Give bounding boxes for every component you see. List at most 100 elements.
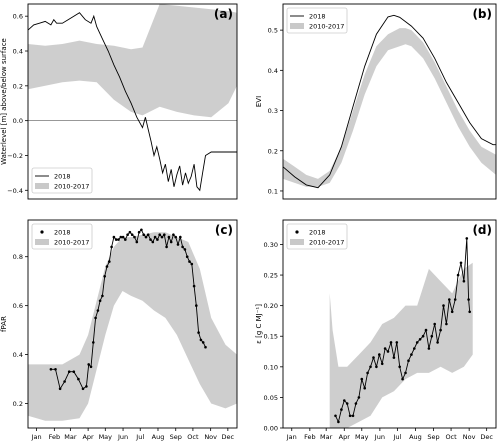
- data-point-2018: [401, 377, 404, 381]
- data-point-2018: [190, 262, 194, 266]
- data-point-2018: [87, 363, 90, 366]
- x-tick-label: Jan: [286, 433, 297, 441]
- panel-label: (b): [472, 7, 492, 21]
- y-tick-label: 0.2: [13, 82, 23, 90]
- data-point-2018: [354, 402, 358, 405]
- x-tick-label: Feb: [304, 433, 316, 441]
- data-point-2018: [77, 377, 80, 381]
- data-point-2018: [334, 414, 337, 418]
- y-axis-label: fPAR: [0, 316, 8, 332]
- data-point-2018: [126, 233, 129, 236]
- data-point-2018: [383, 347, 387, 350]
- data-point-2018: [63, 380, 66, 383]
- legend: 2018 2010-2017: [286, 223, 348, 250]
- legend-label-2010-2017: 2010-2017: [309, 239, 344, 247]
- data-point-2018: [462, 279, 466, 283]
- data-point-2018: [140, 228, 143, 232]
- x-tick-label: Dec: [222, 433, 235, 441]
- data-point-2018: [108, 260, 111, 263]
- data-point-2018: [199, 338, 203, 342]
- band-2010-2017: [28, 232, 237, 421]
- data-point-2018: [89, 365, 93, 369]
- data-point-2018: [179, 235, 182, 239]
- data-point-2018: [81, 387, 85, 391]
- x-tick-label: Jun: [374, 433, 385, 441]
- data-point-2018: [418, 338, 422, 341]
- x-tick-label: Oct: [187, 433, 199, 441]
- data-point-2018: [195, 304, 198, 307]
- legend-label-2010-2017: 2010-2017: [54, 239, 89, 247]
- y-tick-label: 0.1: [268, 187, 278, 195]
- panel-label: (c): [215, 223, 233, 237]
- data-point-2018: [424, 328, 428, 332]
- data-point-2018: [137, 230, 141, 234]
- y-tick-label: 0.30: [264, 241, 278, 249]
- x-tick-label: Aug: [152, 433, 165, 441]
- data-point-2018: [181, 245, 184, 249]
- series-line-2018: [28, 12, 237, 192]
- legend: 2018 2010-2017: [31, 167, 93, 194]
- data-point-2018: [386, 350, 390, 353]
- data-point-2018: [468, 310, 472, 314]
- plot-area: [28, 228, 237, 421]
- data-point-2018: [172, 233, 175, 236]
- legend-marker-2018: [295, 230, 299, 234]
- panel-4: 0.00 0.05 0.10 0.15 0.20 0.25 0.30 Jan Feb Mar Apr…: [255, 219, 497, 441]
- data-point-2018: [448, 298, 451, 301]
- data-point-2018: [130, 233, 134, 236]
- x-tick-label: Jul: [135, 433, 144, 441]
- data-point-2018: [114, 238, 118, 241]
- data-point-2018: [153, 235, 157, 239]
- data-point-2018: [372, 356, 375, 359]
- data-point-2018: [351, 414, 355, 418]
- data-point-2018: [133, 235, 136, 239]
- data-point-2018: [380, 362, 384, 366]
- data-point-2018: [135, 240, 139, 244]
- data-point-2018: [149, 238, 152, 241]
- data-point-2018: [142, 233, 145, 236]
- data-point-2018: [105, 265, 109, 268]
- y-tick-label: 0.15: [264, 333, 278, 341]
- data-point-2018: [156, 238, 159, 241]
- data-point-2018: [121, 235, 125, 239]
- data-point-2018: [197, 331, 200, 334]
- y-tick-label: 0.8: [13, 253, 23, 261]
- data-point-2018: [453, 298, 457, 301]
- data-point-2018: [398, 365, 402, 369]
- data-point-2018: [103, 275, 106, 278]
- data-point-2018: [456, 273, 460, 277]
- data-point-2018: [58, 387, 62, 391]
- x-tick-label: Oct: [445, 433, 457, 441]
- y-tick-label: 0.2: [268, 147, 278, 155]
- x-tick-label: Jul: [392, 433, 401, 441]
- panel-2: 0.1 0.2 0.3 0.4 0.5 EVI (b) 2018 2010-2017: [255, 3, 497, 200]
- data-point-2018: [467, 298, 470, 301]
- data-point-2018: [375, 365, 378, 369]
- y-tick-label: 0.0: [13, 117, 23, 125]
- plot-area: [329, 237, 473, 428]
- data-point-2018: [337, 420, 340, 424]
- data-point-2018: [165, 245, 168, 249]
- data-point-2018: [348, 414, 352, 418]
- data-point-2018: [204, 345, 207, 349]
- data-point-2018: [430, 334, 434, 338]
- data-point-2018: [98, 299, 102, 303]
- y-tick-label: 0.10: [264, 363, 278, 371]
- plot-frame: [282, 3, 497, 200]
- y-tick-label: 0.4: [13, 48, 23, 56]
- plot-frame: [27, 219, 238, 429]
- x-tick-label: May: [99, 433, 113, 441]
- y-tick-label: 0.6: [13, 13, 23, 21]
- x-tick-label: Sep: [427, 433, 439, 441]
- panel-3: 0.2 0.4 0.6 0.8 Jan Feb Mar Apr May Jun Jul Aug Sep O…: [0, 219, 238, 441]
- data-point-2018: [188, 260, 191, 263]
- x-tick-label: Sep: [170, 433, 182, 441]
- data-point-2018: [433, 322, 437, 326]
- data-point-2018: [340, 408, 343, 411]
- data-point-2018: [183, 248, 187, 251]
- data-point-2018: [427, 347, 431, 350]
- y-tick-label: 0.3: [268, 107, 278, 115]
- data-point-2018: [54, 368, 57, 371]
- data-point-2018: [366, 371, 369, 375]
- data-point-2018: [459, 261, 463, 265]
